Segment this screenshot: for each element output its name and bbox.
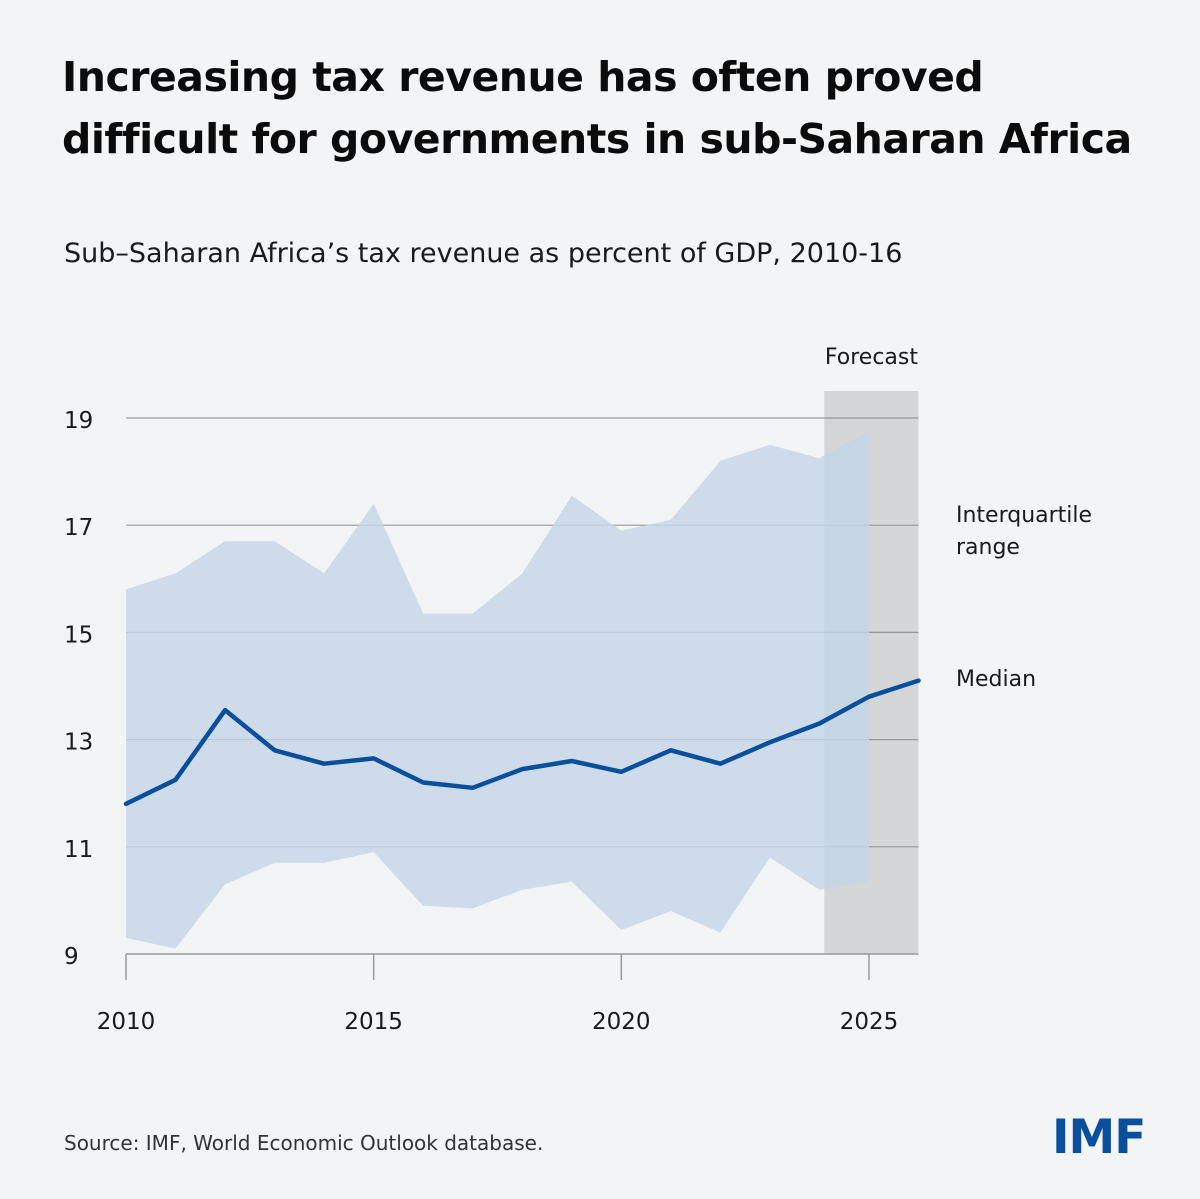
- y-tick-label-9: 9: [64, 944, 79, 970]
- series-label-interquartile: Interquartile range: [956, 503, 1092, 560]
- forecast-label: Forecast: [825, 345, 918, 370]
- y-tick-label-15: 15: [64, 622, 93, 648]
- y-tick-label-11: 11: [64, 837, 93, 863]
- x-tick-label-2020: 2020: [592, 1009, 651, 1035]
- axis-layer: 9 11 13 15 17 19 2010 2015 2020 2025: [64, 408, 919, 1035]
- y-tick-label-13: 13: [64, 730, 93, 756]
- chart-title: Increasing tax revenue has often proved …: [62, 53, 1132, 163]
- band-layer: [126, 431, 869, 949]
- label-layer: Forecast Interquartile range Median: [825, 345, 1092, 692]
- series-line-median: [123, 678, 921, 807]
- series-band-interquartile: [126, 431, 869, 949]
- imf-logo: IMF: [1052, 1110, 1146, 1165]
- x-tick-label-2025: 2025: [840, 1009, 899, 1035]
- source-note: Source: IMF, World Economic Outlook data…: [64, 1131, 544, 1155]
- chart-subtitle: Sub–Saharan Africa’s tax revenue as perc…: [64, 238, 903, 269]
- x-tick-label-2010: 2010: [97, 1009, 156, 1035]
- x-tick-label-2015: 2015: [344, 1009, 403, 1035]
- line-layer: [123, 678, 921, 807]
- y-tick-label-19: 19: [64, 408, 93, 434]
- series-label-median: Median: [956, 667, 1036, 692]
- y-tick-label-17: 17: [64, 515, 93, 541]
